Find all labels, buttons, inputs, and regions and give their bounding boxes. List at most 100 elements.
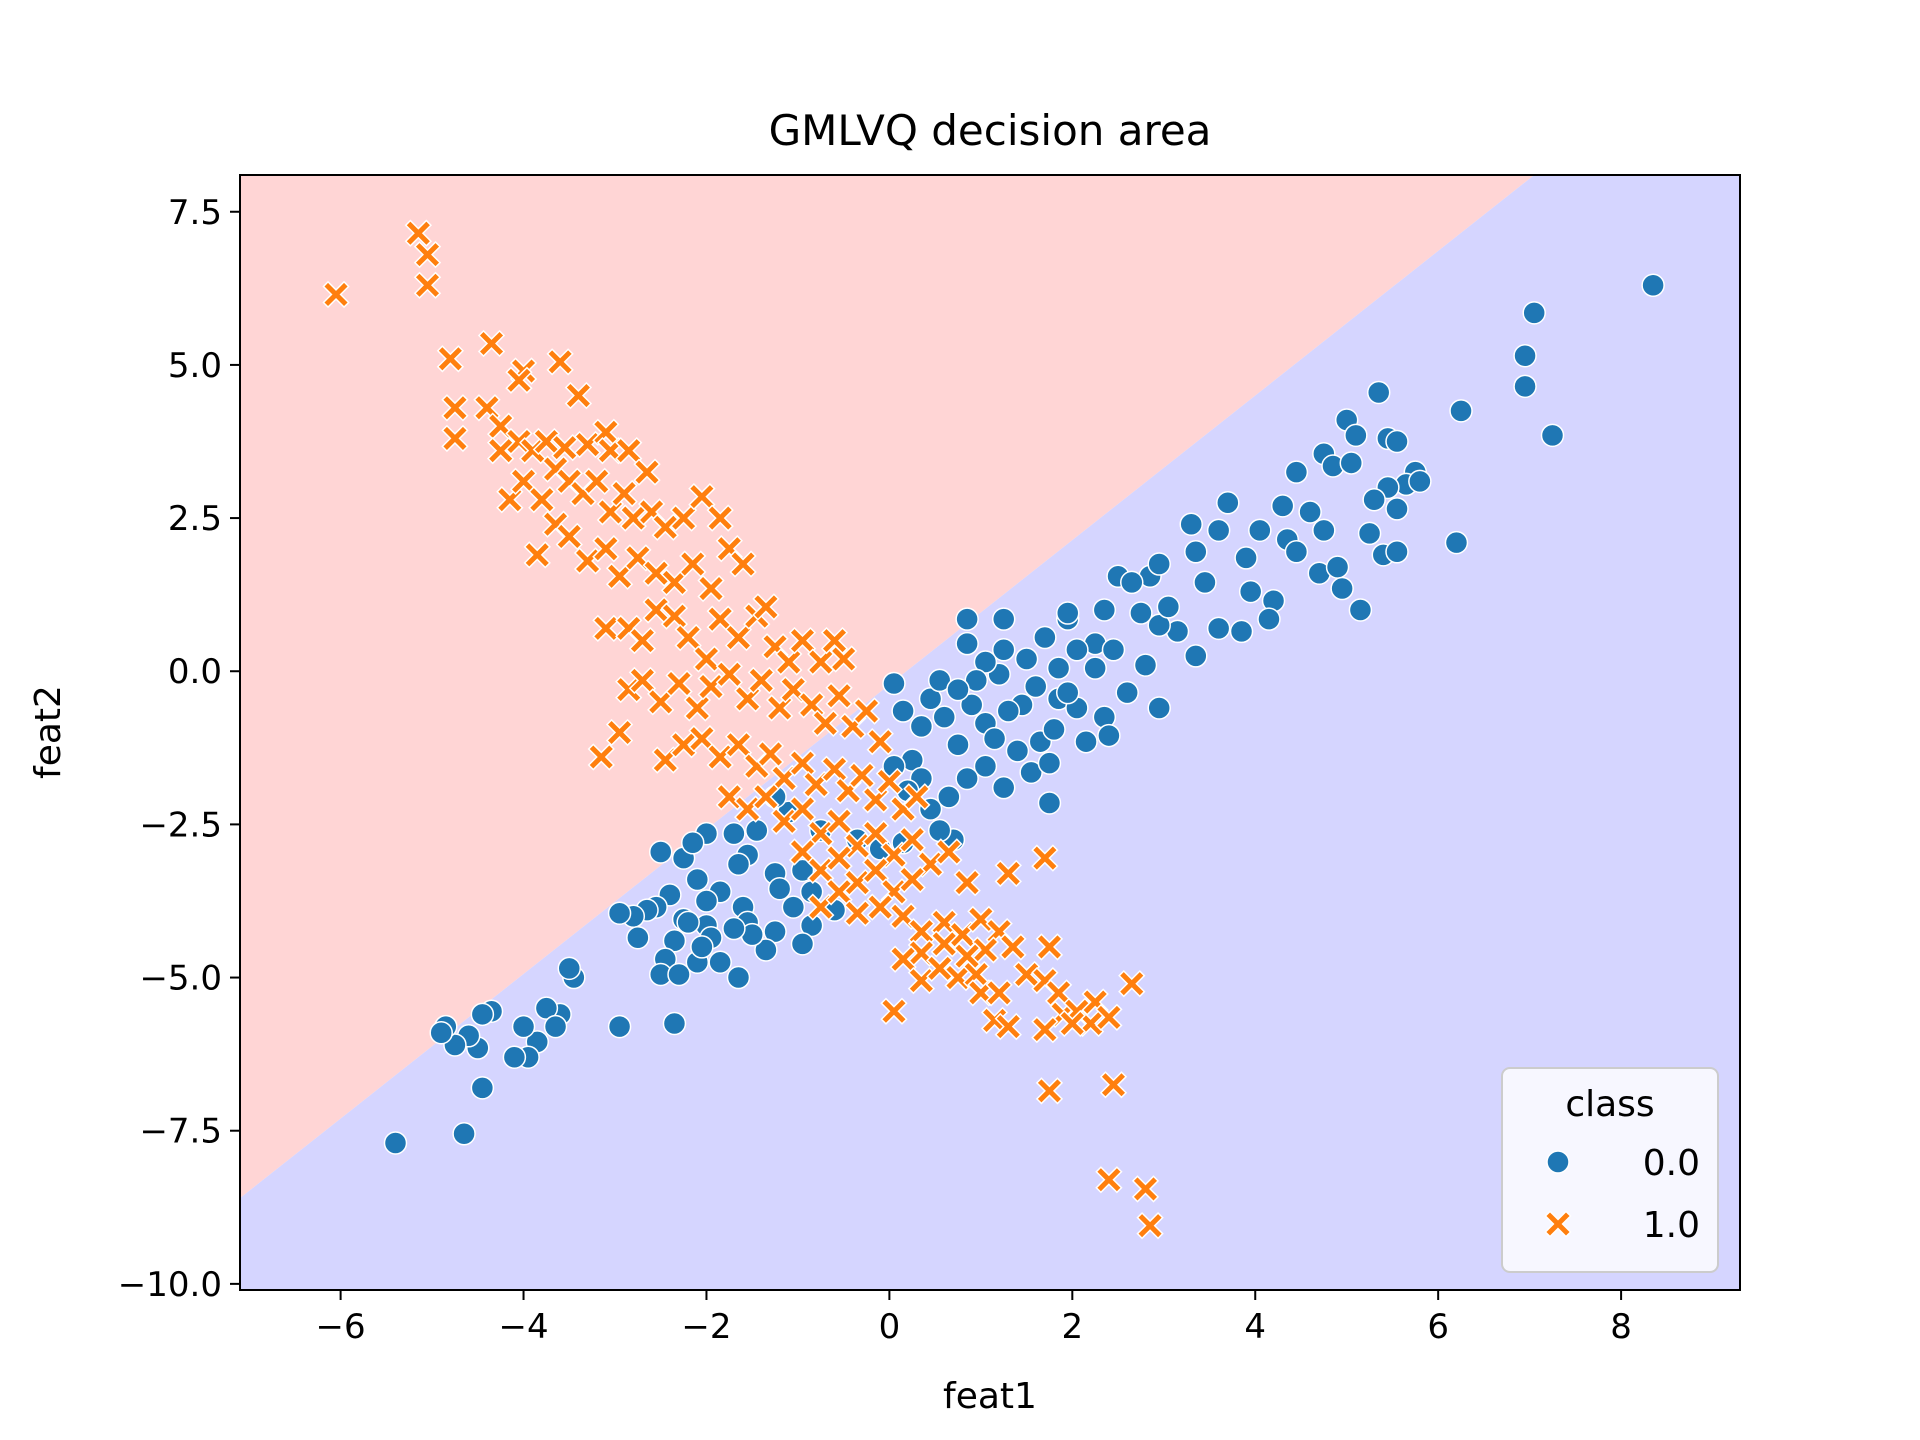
point-class-0 (607, 1014, 632, 1039)
point-class-1 (651, 746, 679, 774)
point-class-1 (583, 467, 611, 495)
point-class-0 (1357, 521, 1382, 546)
point-class-1 (843, 899, 872, 927)
point-class-1 (875, 767, 904, 796)
point-class-0 (511, 1014, 536, 1039)
legend-label-1: 1.0 (1643, 1205, 1700, 1246)
point-class-1 (770, 807, 798, 835)
point-class-0 (722, 916, 746, 941)
point-class-1 (862, 819, 890, 848)
point-class-1 (523, 541, 551, 569)
y-tick-label: −10.0 (118, 1265, 222, 1305)
point-class-1 (715, 660, 743, 688)
point-class-1 (1012, 960, 1041, 989)
point-class-1 (592, 418, 620, 446)
point-class-1 (843, 868, 872, 897)
point-class-0 (790, 858, 815, 883)
point-class-1 (441, 424, 469, 453)
point-class-0 (790, 932, 815, 956)
point-class-0 (767, 876, 792, 901)
point-class-0 (1362, 487, 1386, 512)
point-class-0 (1179, 512, 1203, 536)
point-class-1 (651, 513, 679, 541)
point-class-0 (745, 818, 769, 843)
point-class-1 (605, 718, 634, 747)
point-class-1 (843, 832, 872, 860)
point-class-0 (991, 775, 1016, 800)
point-class-0 (1193, 570, 1217, 595)
point-class-1 (926, 954, 954, 983)
point-class-1 (807, 819, 835, 848)
point-class-1 (610, 479, 638, 508)
point-class-0 (1092, 598, 1117, 622)
point-class-1 (706, 605, 734, 633)
point-class-0 (918, 687, 943, 711)
point-class-0 (1055, 680, 1080, 705)
point-class-1 (811, 709, 840, 737)
point-class-1 (880, 997, 908, 1025)
point-class-1 (546, 348, 574, 376)
point-class-0 (946, 677, 970, 702)
point-class-0 (1385, 497, 1409, 521)
point-class-0 (1344, 423, 1368, 448)
point-class-1 (642, 596, 670, 624)
point-class-0 (909, 714, 934, 739)
point-class-0 (1325, 555, 1350, 579)
point-class-1 (724, 731, 753, 759)
point-class-0 (1330, 576, 1354, 601)
point-class-1 (898, 865, 926, 894)
point-class-1 (697, 574, 725, 603)
point-class-1 (1095, 1003, 1123, 1032)
point-class-0 (955, 631, 979, 656)
point-class-1 (1136, 1212, 1164, 1240)
point-class-1 (907, 939, 936, 967)
point-class-1 (825, 807, 853, 835)
point-class-0 (1312, 518, 1336, 543)
point-class-0 (1184, 540, 1208, 564)
point-class-0 (1037, 751, 1062, 775)
point-class-1 (733, 795, 762, 823)
x-tick-label: 4 (1244, 1307, 1266, 1347)
point-class-0 (1348, 598, 1373, 622)
point-class-0 (1408, 469, 1432, 494)
point-class-0 (891, 699, 915, 723)
point-class-0 (1133, 653, 1158, 677)
point-class-0 (991, 638, 1016, 662)
point-class-0 (1033, 625, 1057, 650)
point-class-1 (903, 783, 931, 811)
point-class-0 (1097, 723, 1121, 748)
y-tick-label: 7.5 (168, 193, 222, 233)
point-class-1 (555, 522, 583, 551)
point-class-0 (648, 840, 673, 864)
point-class-0 (607, 901, 632, 925)
point-class-1 (509, 467, 538, 495)
point-class-1 (1035, 933, 1064, 961)
point-class-0 (1248, 518, 1272, 543)
point-class-1 (967, 905, 995, 934)
y-axis: −10.0 −7.5 −5.0 −2.5 0.0 2.5 5.0 7.5 (118, 193, 240, 1305)
x-tick-label: 2 (1061, 1307, 1083, 1347)
point-class-1 (985, 979, 1013, 1007)
point-class-1 (413, 271, 442, 299)
point-class-1 (852, 697, 881, 725)
point-class-1 (825, 682, 853, 710)
point-class-1 (647, 688, 675, 716)
point-class-1 (573, 547, 602, 575)
point-class-1 (573, 430, 602, 459)
point-class-1 (660, 568, 689, 597)
point-class-1 (404, 219, 433, 247)
point-class-1 (953, 942, 981, 970)
point-class-1 (487, 437, 515, 465)
point-class-0 (1147, 696, 1171, 720)
point-class-1 (788, 626, 817, 655)
point-class-1 (752, 783, 780, 811)
point-class-0 (1385, 429, 1409, 454)
point-class-1 (848, 761, 876, 790)
point-class-1 (564, 381, 593, 410)
point-class-0 (781, 895, 806, 919)
point-class-1 (1118, 970, 1146, 998)
point-class-0 (1206, 616, 1231, 641)
point-class-0 (543, 1014, 568, 1039)
point-class-1 (788, 795, 817, 823)
point-class-1 (830, 645, 858, 673)
